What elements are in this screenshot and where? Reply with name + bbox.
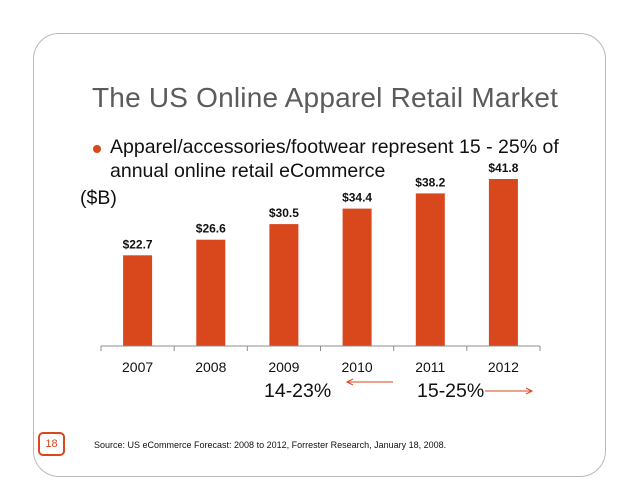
bar-2008 xyxy=(196,239,226,346)
x-tick-labels-group: 2007 2008 2009 2010 2011 2012 xyxy=(122,359,519,375)
x-tick-label-2012: 2012 xyxy=(488,359,519,375)
page-number-badge: 18 xyxy=(38,432,65,456)
page-number: 18 xyxy=(45,438,58,450)
bar-2010 xyxy=(342,208,372,346)
x-tick-label-2007: 2007 xyxy=(122,359,153,375)
slide-title: The US Online Apparel Retail Market xyxy=(92,82,559,113)
bars-group xyxy=(123,179,518,346)
range-label-2010-2012: 15-25% xyxy=(417,380,485,402)
x-tick-label-2011: 2011 xyxy=(415,359,445,375)
x-tick-label-2010: 2010 xyxy=(342,359,373,375)
bar-2012 xyxy=(488,179,518,346)
source-note: Source: US eCommerce Forecast: 2008 to 2… xyxy=(94,440,447,450)
data-label-2008: $26.6 xyxy=(196,222,226,236)
range-arrows-group xyxy=(345,378,534,395)
bullet-text-line-2: annual online retail eCommerce xyxy=(110,160,386,182)
bar-2011 xyxy=(415,193,445,346)
data-labels-group: $22.7 $26.6 $30.5 $34.4 $38.2 $41.8 xyxy=(123,161,519,251)
x-tick-label-2009: 2009 xyxy=(268,359,299,375)
arrow-left-icon xyxy=(345,378,393,386)
data-label-2011: $38.2 xyxy=(415,175,445,189)
data-label-2010: $34.4 xyxy=(342,191,372,205)
range-label-2007-2009: 14-23% xyxy=(264,380,332,402)
data-label-2009: $30.5 xyxy=(269,206,299,220)
bar-2007 xyxy=(123,255,153,346)
unit-label: ($B) xyxy=(80,187,117,209)
data-label-2012: $41.8 xyxy=(488,161,518,175)
arrow-right-icon xyxy=(485,387,534,395)
bullet-dot-icon xyxy=(93,145,101,153)
bar-2009 xyxy=(269,224,299,346)
data-label-2007: $22.7 xyxy=(123,237,153,251)
x-tick-label-2008: 2008 xyxy=(195,359,226,375)
bullet-text-line-1: Apparel/accessories/footwear represent 1… xyxy=(110,136,559,158)
x-axis-group xyxy=(100,345,541,351)
